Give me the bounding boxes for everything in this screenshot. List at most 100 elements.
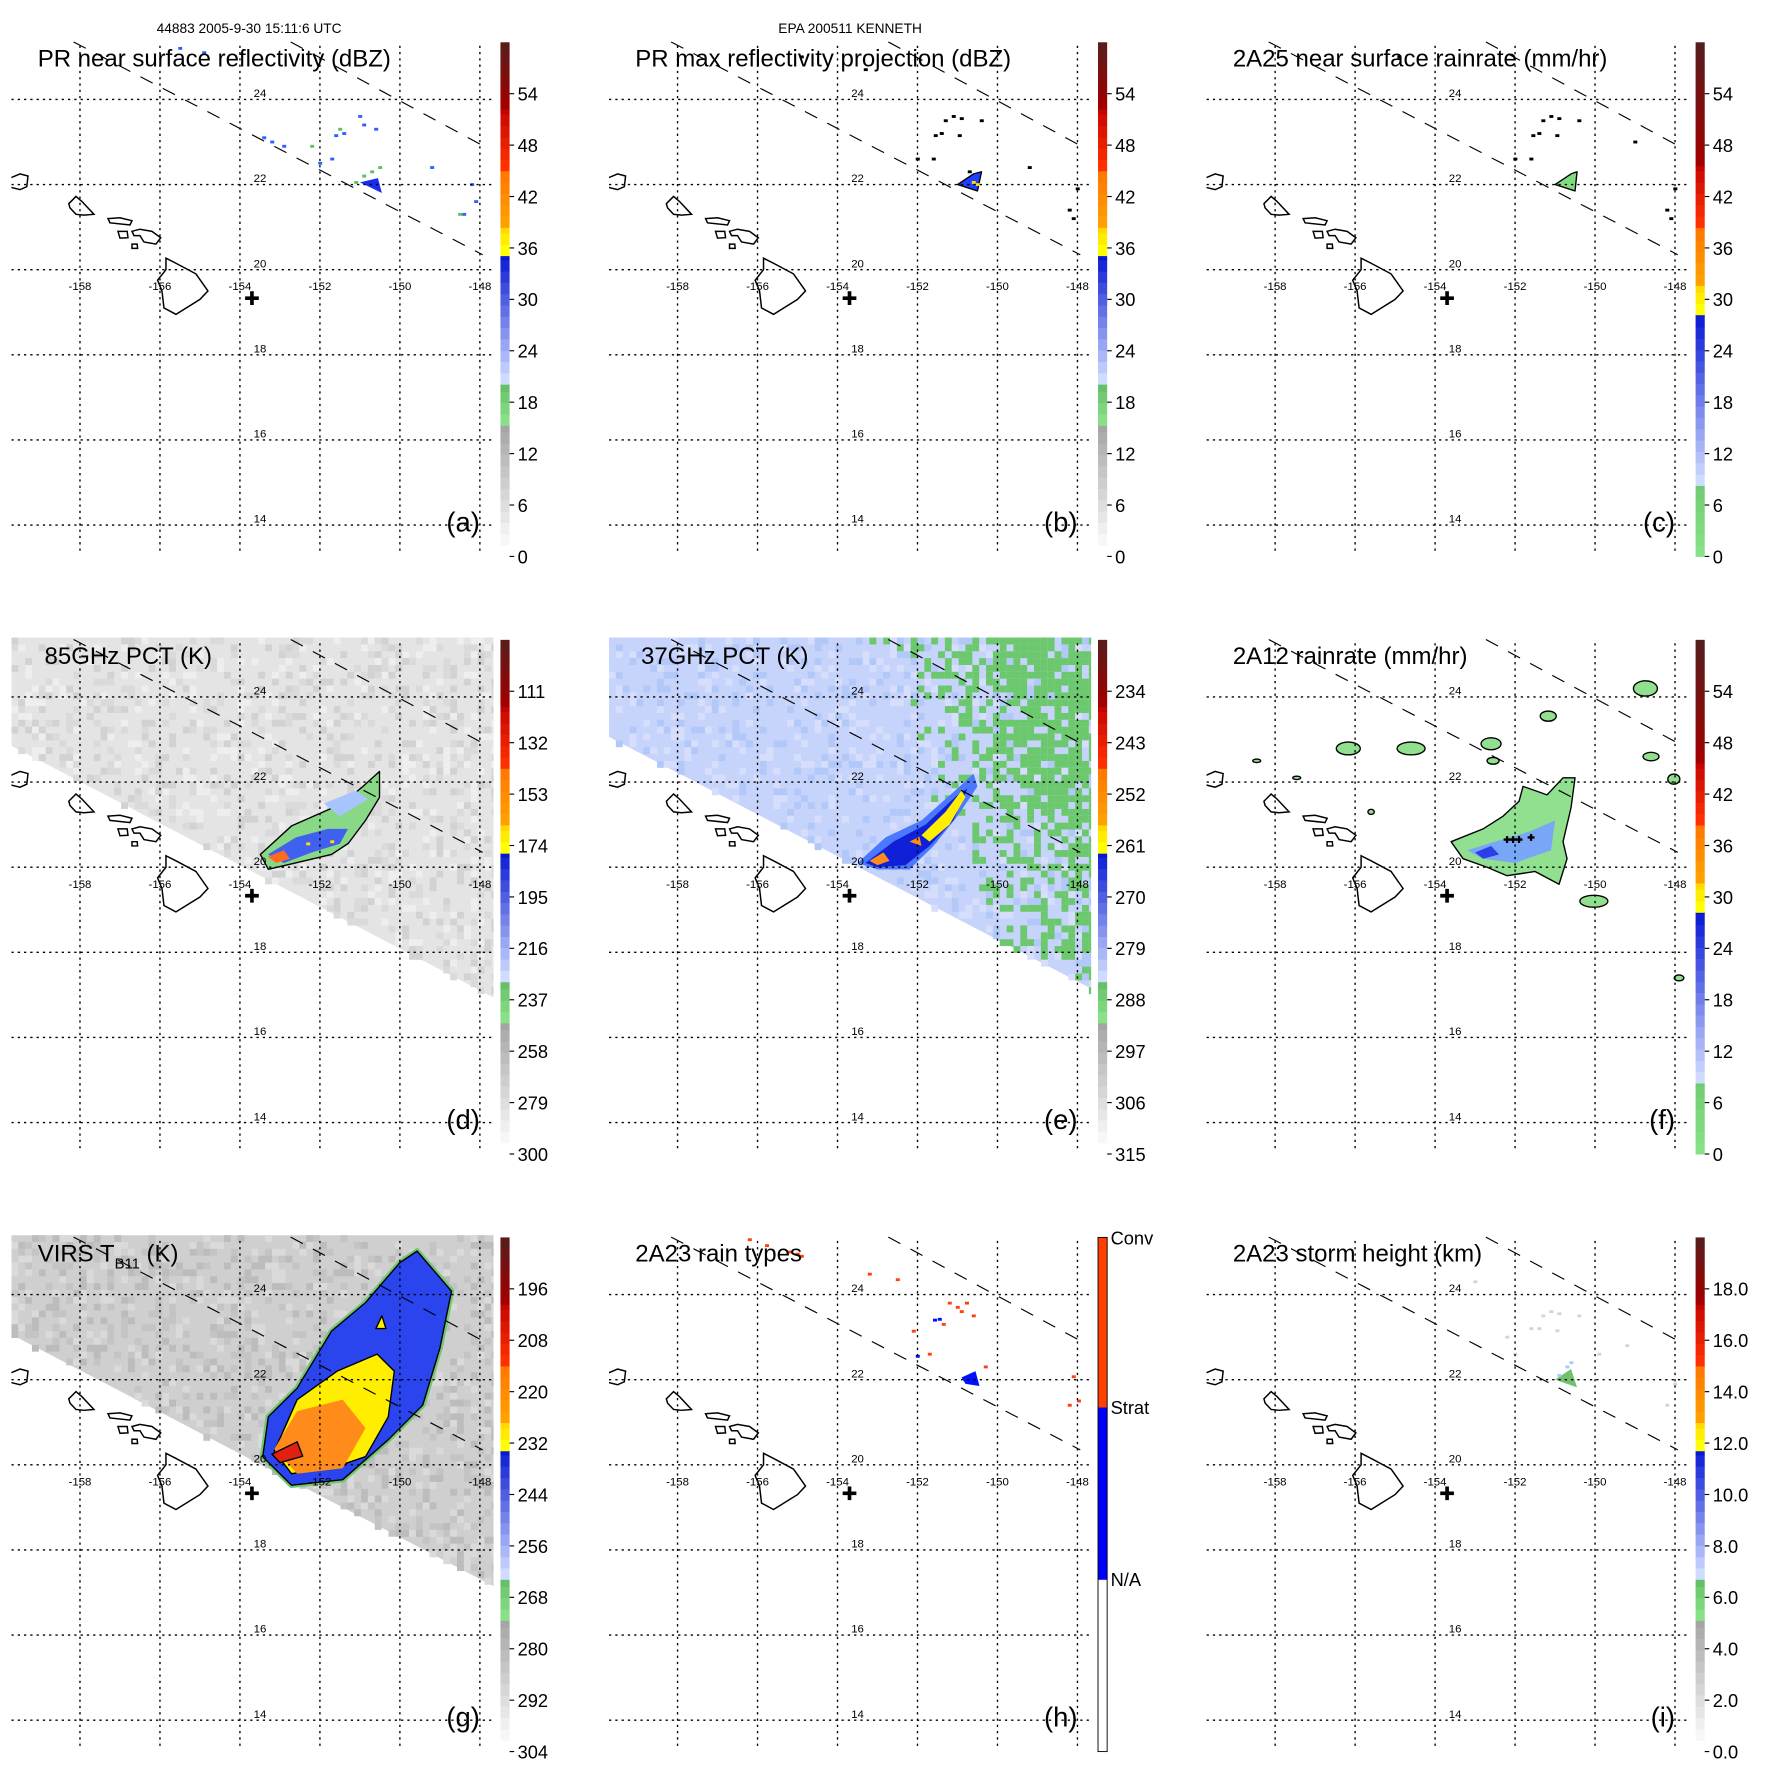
pixel — [162, 658, 170, 665]
pixel — [73, 754, 80, 761]
pixel — [66, 1296, 74, 1304]
green-pixel — [1075, 651, 1083, 659]
pixel — [491, 939, 494, 947]
coastline — [11, 1368, 29, 1386]
pixel — [107, 767, 115, 775]
green-pixel — [972, 664, 980, 672]
pixel — [93, 1337, 101, 1345]
latitude-label: 22 — [851, 173, 864, 185]
pixel — [422, 1502, 430, 1510]
green-pixel — [1075, 877, 1083, 885]
pixel — [835, 678, 843, 686]
pixel — [223, 1283, 231, 1290]
pixel — [175, 1283, 183, 1290]
colorbar-band — [1098, 293, 1108, 306]
pixel — [31, 685, 39, 693]
pixel — [429, 719, 437, 727]
pixel — [319, 884, 327, 892]
pixel — [244, 1310, 252, 1318]
latitude-label: 22 — [851, 1368, 864, 1380]
pixel — [93, 644, 101, 652]
pixel — [79, 1303, 87, 1311]
green-pixel — [1075, 815, 1083, 823]
pixel — [470, 870, 478, 878]
pixel — [182, 1385, 190, 1393]
green-pixel — [924, 658, 932, 665]
pixel — [148, 1262, 156, 1270]
green-pixel — [1040, 870, 1048, 878]
pixel — [217, 1317, 224, 1325]
pixel — [374, 802, 382, 809]
green-pixel — [951, 747, 959, 755]
longitude-label: -150 — [986, 1476, 1009, 1488]
colorbar-band — [1098, 824, 1108, 832]
pixel — [196, 1276, 204, 1284]
pixel — [326, 884, 334, 892]
pixel — [470, 740, 478, 748]
green-pixel — [1020, 904, 1028, 912]
green-pixel — [1047, 726, 1055, 734]
pixel — [354, 898, 362, 905]
precip-pixel — [955, 1305, 960, 1309]
pixel — [258, 637, 266, 645]
green-pixel — [1088, 788, 1092, 796]
pixel — [470, 671, 478, 679]
pixel — [903, 781, 911, 789]
pixel — [31, 1310, 39, 1318]
green-pixel — [965, 671, 973, 679]
pixel — [52, 1337, 60, 1345]
pixel — [409, 754, 416, 761]
colorbar-band — [500, 988, 510, 1001]
green-pixel — [972, 637, 980, 645]
colorbar-band — [1695, 912, 1705, 914]
pixel — [217, 1241, 224, 1249]
pixel — [1040, 891, 1048, 899]
pixel — [457, 911, 464, 919]
colorbar-band — [1695, 1083, 1705, 1087]
pixel — [258, 1262, 266, 1270]
colorbar-band — [500, 902, 510, 915]
pr-swath-edge — [290, 639, 489, 747]
colorbar-band — [1695, 274, 1705, 286]
pixel — [313, 671, 320, 679]
green-pixel — [1088, 740, 1092, 748]
pixel — [477, 918, 485, 926]
colorbar-band — [1695, 837, 1705, 850]
pixel — [972, 843, 980, 851]
green-pixel — [1020, 678, 1028, 686]
pixel — [196, 1296, 204, 1304]
pixel — [436, 712, 444, 720]
pixel — [121, 685, 128, 693]
pixel — [121, 644, 128, 652]
colorbar-band — [1695, 1049, 1705, 1061]
pixel — [457, 1248, 464, 1256]
pixel — [986, 767, 993, 775]
pixel — [230, 678, 238, 686]
colorbar-band — [500, 1534, 510, 1546]
green-pixel — [999, 774, 1007, 782]
green-pixel — [1082, 918, 1089, 926]
pixel — [162, 1406, 170, 1414]
pixel — [45, 1344, 53, 1352]
colorbar-band — [1695, 826, 1705, 839]
pixel — [463, 843, 471, 851]
pixel — [883, 671, 891, 679]
pixel — [223, 788, 231, 796]
pixel — [292, 788, 300, 796]
pixel — [470, 651, 478, 659]
colorbar-band — [1695, 1477, 1705, 1490]
colorbar-band — [1098, 402, 1108, 415]
pixel — [457, 925, 464, 933]
panel-letter: (c) — [1643, 506, 1675, 537]
pixel — [86, 658, 94, 665]
pixel — [79, 1269, 87, 1277]
green-pixel — [944, 740, 952, 748]
precip-blob — [1335, 741, 1361, 756]
green-pixel — [1082, 651, 1089, 659]
pixel — [436, 1447, 444, 1455]
pixel — [450, 1420, 458, 1428]
pixel — [107, 1303, 115, 1311]
pixel — [718, 774, 726, 782]
colorbar-band — [1098, 305, 1108, 317]
